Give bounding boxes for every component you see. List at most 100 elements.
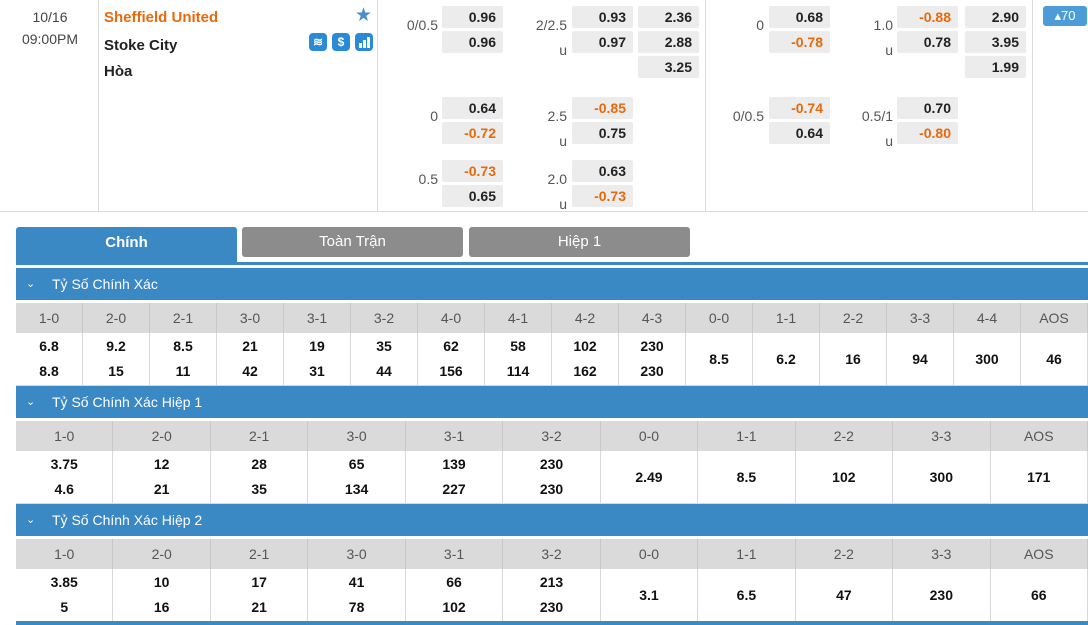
score-odds-cell[interactable]: 65 134	[308, 451, 406, 504]
score-odds-cell[interactable]: 8.5	[686, 333, 753, 386]
score-odds-cell[interactable]: 66 102	[405, 569, 504, 622]
odds-value[interactable]: -0.88	[897, 6, 958, 28]
tab-full-match[interactable]: Toàn Trận	[242, 227, 463, 257]
score-odds-cell[interactable]: 3.75 4.6	[16, 451, 114, 504]
odds-value[interactable]: -0.74	[769, 97, 830, 119]
odds-value[interactable]: 0.68	[769, 6, 830, 28]
score-header: 3-3	[893, 421, 991, 451]
score-odds-cell[interactable]: 3.85 5	[16, 569, 114, 622]
score-header: 1-0	[16, 421, 114, 451]
score-odds-cell[interactable]: 171	[990, 451, 1088, 504]
odds-value[interactable]: 3.95	[965, 31, 1026, 53]
odds-value[interactable]: 0.65	[442, 185, 503, 207]
tab-underline	[16, 262, 1088, 265]
score-odds-cell[interactable]: 35 44	[351, 333, 418, 386]
odds-value[interactable]: 0.70	[897, 97, 958, 119]
odds-value[interactable]: 2.36	[638, 6, 699, 28]
score-odds-cell[interactable]: 6.5	[698, 569, 796, 622]
score-odds-cell[interactable]: 46	[1021, 333, 1088, 386]
more-odds-button[interactable]: ▴70	[1043, 6, 1087, 26]
odds-value[interactable]: 2.88	[638, 31, 699, 53]
dollar-icon[interactable]: $	[332, 33, 350, 51]
score-odds-value: 9.2	[106, 338, 126, 354]
score-odds-cell[interactable]: 6.2	[753, 333, 820, 386]
score-odds-cell[interactable]: 8.5 11	[150, 333, 217, 386]
section-header[interactable]: ⌄ Tỷ Số Chính Xác Hiệp 2	[16, 504, 1088, 536]
odds-value[interactable]: 0.96	[442, 31, 503, 53]
odds-value[interactable]: 0.64	[769, 122, 830, 144]
score-odds-cell[interactable]: 9.2 15	[83, 333, 150, 386]
odds-line-label: 0	[756, 17, 764, 33]
odds-value[interactable]: 0.78	[897, 31, 958, 53]
score-odds-cell[interactable]: 10 16	[113, 569, 211, 622]
away-team[interactable]: Stoke City	[104, 37, 178, 54]
chevron-down-icon[interactable]: ⌄	[26, 396, 36, 408]
score-header: 1-1	[753, 303, 820, 333]
score-odds-cell[interactable]: 230 230	[619, 333, 686, 386]
favorite-star-icon[interactable]: ★	[355, 5, 373, 26]
score-odds-value: 3.1	[639, 586, 659, 603]
score-odds-cell[interactable]: 94	[887, 333, 954, 386]
score-odds-cell[interactable]: 3.1	[600, 569, 699, 622]
score-odds-cell[interactable]: 213 230	[503, 569, 601, 622]
score-odds-value: 8.8	[39, 363, 59, 379]
odds-value[interactable]: -0.73	[442, 160, 503, 182]
home-team[interactable]: Sheffield United	[104, 9, 219, 26]
tab-first-half[interactable]: Hiệp 1	[469, 227, 690, 257]
chevron-down-icon[interactable]: ⌄	[26, 278, 36, 290]
score-odds-cell[interactable]: 230 230	[503, 451, 601, 504]
score-odds-cell[interactable]: 41 78	[308, 569, 406, 622]
section-header[interactable]: ⌄ Tỷ Số Chính Xác	[16, 268, 1088, 300]
odds-line-label: 0	[430, 108, 438, 124]
odds-value[interactable]: -0.80	[897, 122, 958, 144]
score-odds-cell[interactable]: 102	[795, 451, 894, 504]
score-odds-cell[interactable]: 102 162	[552, 333, 619, 386]
score-odds-cell[interactable]: 8.5	[698, 451, 796, 504]
odds-value[interactable]: 0.96	[442, 6, 503, 28]
odds-value[interactable]: 0.75	[572, 122, 633, 144]
odds-value[interactable]: 0.63	[572, 160, 633, 182]
odds-value[interactable]: 0.64	[442, 97, 503, 119]
score-odds-value: 230	[539, 456, 564, 472]
odds-value[interactable]: 0.97	[572, 31, 633, 53]
score-odds-cell[interactable]: 19 31	[284, 333, 351, 386]
odds-value[interactable]: 2.90	[965, 6, 1026, 28]
score-odds-cell[interactable]: 62 156	[418, 333, 485, 386]
odds-chart-icon[interactable]: ≋	[309, 33, 327, 51]
odds-value[interactable]: -0.85	[572, 97, 633, 119]
score-header: AOS	[990, 421, 1088, 451]
score-header: AOS	[990, 539, 1088, 569]
score-odds-value: 230	[539, 481, 564, 497]
chevron-down-icon[interactable]: ⌄	[26, 514, 36, 526]
odds-line-label: 0/0.5	[406, 17, 438, 33]
divider	[377, 0, 378, 212]
score-odds-cell[interactable]: 28 35	[210, 451, 309, 504]
score-odds-cell[interactable]: 139 227	[405, 451, 504, 504]
score-odds-value: 66	[1030, 586, 1047, 603]
odds-value[interactable]: -0.73	[572, 185, 633, 207]
tab-main[interactable]: Chính	[16, 227, 237, 262]
odds-value[interactable]: -0.78	[769, 31, 830, 53]
score-odds-cell[interactable]: 58 114	[485, 333, 552, 386]
score-odds-cell[interactable]: 47	[795, 569, 894, 622]
divider	[1032, 0, 1033, 212]
score-odds-cell[interactable]: 230	[893, 569, 991, 622]
score-header: 0-0	[686, 303, 753, 333]
score-odds-cell[interactable]: 21 42	[217, 333, 284, 386]
score-odds-cell[interactable]: 300	[893, 451, 991, 504]
score-header: 4-2	[552, 303, 619, 333]
odds-value[interactable]: -0.72	[442, 122, 503, 144]
score-odds-cell[interactable]: 66	[990, 569, 1088, 622]
score-odds-value: 230	[640, 338, 664, 354]
stats-bar-icon[interactable]	[355, 33, 373, 51]
score-odds-cell[interactable]: 17 21	[210, 569, 309, 622]
odds-value[interactable]: 3.25	[638, 56, 699, 78]
section-header[interactable]: ⌄ Tỷ Số Chính Xác Hiệp 1	[16, 386, 1088, 418]
score-odds-cell[interactable]: 6.8 8.8	[16, 333, 83, 386]
score-odds-cell[interactable]: 16	[820, 333, 887, 386]
odds-value[interactable]: 0.93	[572, 6, 633, 28]
score-odds-cell[interactable]: 300	[954, 333, 1021, 386]
score-odds-cell[interactable]: 2.49	[600, 451, 699, 504]
score-odds-cell[interactable]: 12 21	[113, 451, 211, 504]
odds-value[interactable]: 1.99	[965, 56, 1026, 78]
